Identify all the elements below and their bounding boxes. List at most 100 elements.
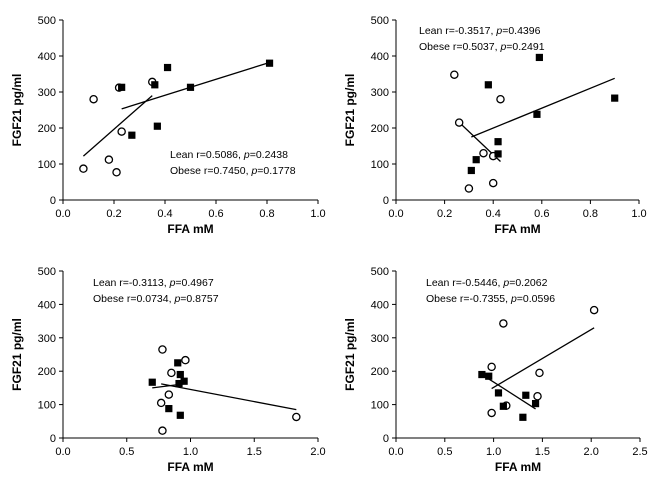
y-tick-label: 200	[371, 366, 389, 378]
y-tick-label: 500	[38, 266, 56, 278]
data-point-open-circle	[450, 70, 459, 79]
y-tick-label: 200	[38, 123, 56, 135]
x-axis-label: FFA mM	[494, 222, 540, 236]
x-tick-label: 0.5	[119, 446, 134, 458]
chart-panel-3: 0 100 200 300 400 500 0.0 0.5 1.0 1.5 2.0 FFA mM FGF…	[10, 266, 326, 474]
x-tick-label: 2.0	[310, 446, 325, 458]
x-tick-label: 0.6	[534, 208, 549, 220]
x-tick-label: 0.8	[259, 208, 274, 220]
y-tick-label: 200	[38, 366, 56, 378]
x-tick-label: 0.8	[583, 208, 598, 220]
data-point-filled-square	[478, 370, 486, 379]
stat-annotation: Lean r=-0.3113, p=0.4967	[93, 277, 214, 289]
regression-line	[481, 373, 536, 410]
y-tick-label: 0	[50, 195, 56, 207]
x-tick-label: 0.2	[106, 208, 121, 220]
stat-annotation: Obese r=-0.7355, p=0.0596	[426, 293, 555, 305]
data-point-open-circle	[112, 168, 121, 177]
y-tick-label: 0	[383, 195, 389, 207]
stat-annotation: Lean r=-0.3517, p=0.4396	[419, 25, 541, 37]
data-point-filled-square	[535, 53, 543, 62]
x-axis-label: FFA mM	[167, 222, 213, 236]
data-point-open-circle	[479, 148, 488, 158]
stat-annotation: Obese r=0.7450, p=0.1778	[170, 165, 296, 177]
stat-annotation: Obese r=0.0734, p=0.8757	[93, 293, 219, 305]
y-tick-label: 400	[38, 299, 56, 311]
data-point-filled-square	[494, 389, 503, 397]
stat-annotation: Lean r=-0.5446, p=0.2062	[426, 277, 548, 289]
x-axis-label: FFA mM	[495, 460, 541, 474]
x-tick-label: 0.4	[486, 208, 501, 220]
y-tick-label: 0	[383, 433, 389, 445]
y-tick-label: 300	[38, 333, 56, 345]
y-tick-label: 300	[38, 87, 56, 99]
regression-line	[471, 77, 615, 138]
chart-panel-2: 0 100 200 300 400 500 0.0 0.2 0.4 0.6 0.8 1.0 FFA mM…	[343, 15, 647, 236]
data-point-open-circle	[164, 390, 174, 399]
y-tick-label: 500	[38, 15, 56, 27]
stat-annotation: Lean r=0.5086, p=0.2438	[170, 149, 288, 161]
x-axis-label: FFA mM	[167, 460, 213, 474]
data-point-filled-square	[494, 150, 502, 158]
data-point-filled-square	[186, 83, 195, 91]
data-point-open-circle	[499, 319, 508, 328]
regression-line	[491, 327, 595, 390]
data-point-open-circle	[117, 127, 126, 136]
x-tick-label: 1.0	[486, 446, 501, 458]
data-point-filled-square	[522, 391, 530, 399]
data-point-open-circle	[156, 398, 166, 408]
y-tick-label: 400	[38, 51, 56, 63]
chart-panel-1: 0 100 200 300 400 500 0.0 0.2 0.4 0.6 0.8 1.0 FFA mM…	[10, 15, 326, 236]
data-point-filled-square	[467, 166, 475, 175]
stat-annotation: Obese r=0.5037, p=0.2491	[419, 41, 545, 53]
data-point-filled-square	[265, 59, 274, 67]
data-point-filled-square	[163, 63, 172, 72]
data-point-open-circle	[487, 408, 496, 418]
x-tick-label: 0.0	[388, 208, 403, 220]
data-point-filled-square	[484, 81, 492, 89]
data-point-filled-square	[165, 405, 173, 413]
data-point-open-circle	[496, 94, 505, 104]
data-point-open-circle	[488, 178, 498, 188]
data-point-open-circle	[167, 368, 176, 378]
x-tick-label: 0.0	[388, 446, 403, 458]
y-tick-label: 100	[371, 159, 389, 171]
data-point-filled-square	[499, 402, 507, 410]
y-axis-label: FGF21 pg/ml	[10, 318, 24, 391]
data-point-filled-square	[118, 83, 126, 91]
y-tick-label: 400	[371, 299, 389, 311]
x-tick-label: 0.6	[208, 208, 223, 220]
data-point-filled-square	[176, 411, 184, 419]
data-point-filled-square	[611, 94, 619, 102]
data-point-filled-square	[128, 131, 136, 139]
data-point-open-circle	[589, 305, 599, 315]
data-point-filled-square	[485, 372, 493, 380]
regression-line	[121, 61, 270, 110]
regression-line	[161, 383, 297, 411]
x-tick-label: 0.5	[437, 446, 452, 458]
data-point-open-circle	[487, 362, 496, 372]
y-tick-label: 200	[371, 123, 389, 135]
x-tick-label: 0.4	[157, 208, 172, 220]
data-point-filled-square	[148, 378, 156, 386]
x-tick-label: 0.0	[55, 208, 70, 220]
x-tick-label: 1.0	[631, 208, 646, 220]
x-tick-label: 2.5	[632, 446, 647, 458]
y-tick-label: 100	[371, 400, 389, 412]
x-tick-label: 0.2	[437, 208, 452, 220]
y-axis-label: FGF21 pg/ml	[343, 318, 357, 391]
data-point-open-circle	[89, 94, 98, 104]
data-point-open-circle	[454, 118, 464, 127]
y-tick-label: 100	[38, 400, 56, 412]
data-point-filled-square	[494, 138, 502, 146]
chart-panel-4: 0 100 200 300 400 500 0.0 0.5 1.0 1.5 2.0 2.5 FFA mM…	[343, 266, 648, 474]
x-tick-label: 2.0	[584, 446, 599, 458]
data-point-open-circle	[79, 164, 88, 173]
y-tick-label: 400	[371, 51, 389, 63]
data-point-open-circle	[181, 355, 190, 365]
regression-line	[82, 95, 153, 157]
data-point-filled-square	[533, 110, 541, 118]
data-point-filled-square	[175, 379, 183, 388]
data-point-filled-square	[519, 413, 527, 421]
